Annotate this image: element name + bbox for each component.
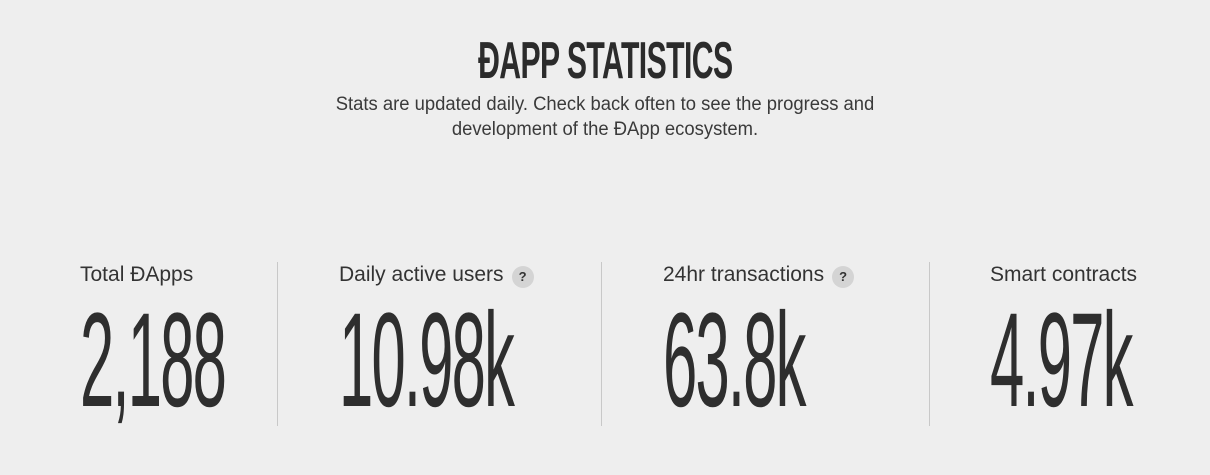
- stat-value: 2,188: [80, 286, 227, 435]
- question-mark-icon[interactable]: ?: [832, 266, 855, 288]
- stat-label-text: Total ĐApps: [80, 263, 194, 286]
- stat-value: 4.97k: [990, 286, 1133, 435]
- page-subtitle: Stats are updated daily. Check back ofte…: [304, 92, 905, 142]
- stat-label: 24hr transactions ?: [663, 262, 855, 288]
- divider: [277, 262, 278, 426]
- divider: [929, 262, 930, 426]
- subtitle-line-1: Stats are updated daily. Check back ofte…: [335, 94, 875, 115]
- stat-label-text: Smart contracts: [990, 263, 1138, 286]
- stat-label-text: 24hr transactions: [663, 263, 825, 286]
- stat-value: 63.8k: [663, 286, 806, 435]
- stats-row: Total ĐApps 2,188 Daily active users ? 1…: [0, 260, 1210, 430]
- stats-header: ĐAPP STATISTICS Stats are updated daily.…: [0, 30, 1210, 142]
- divider: [601, 262, 602, 426]
- stat-label-text: Daily active users: [339, 263, 504, 286]
- subtitle-line-2: development of the ĐApp ecosystem.: [451, 119, 759, 140]
- question-mark-icon[interactable]: ?: [511, 266, 534, 288]
- stat-label: Daily active users ?: [339, 262, 534, 288]
- stat-label: Total ĐApps: [80, 262, 193, 288]
- stat-label: Smart contracts: [990, 262, 1137, 288]
- page-title: ĐAPP STATISTICS: [477, 32, 733, 90]
- stat-value: 10.98k: [339, 286, 515, 435]
